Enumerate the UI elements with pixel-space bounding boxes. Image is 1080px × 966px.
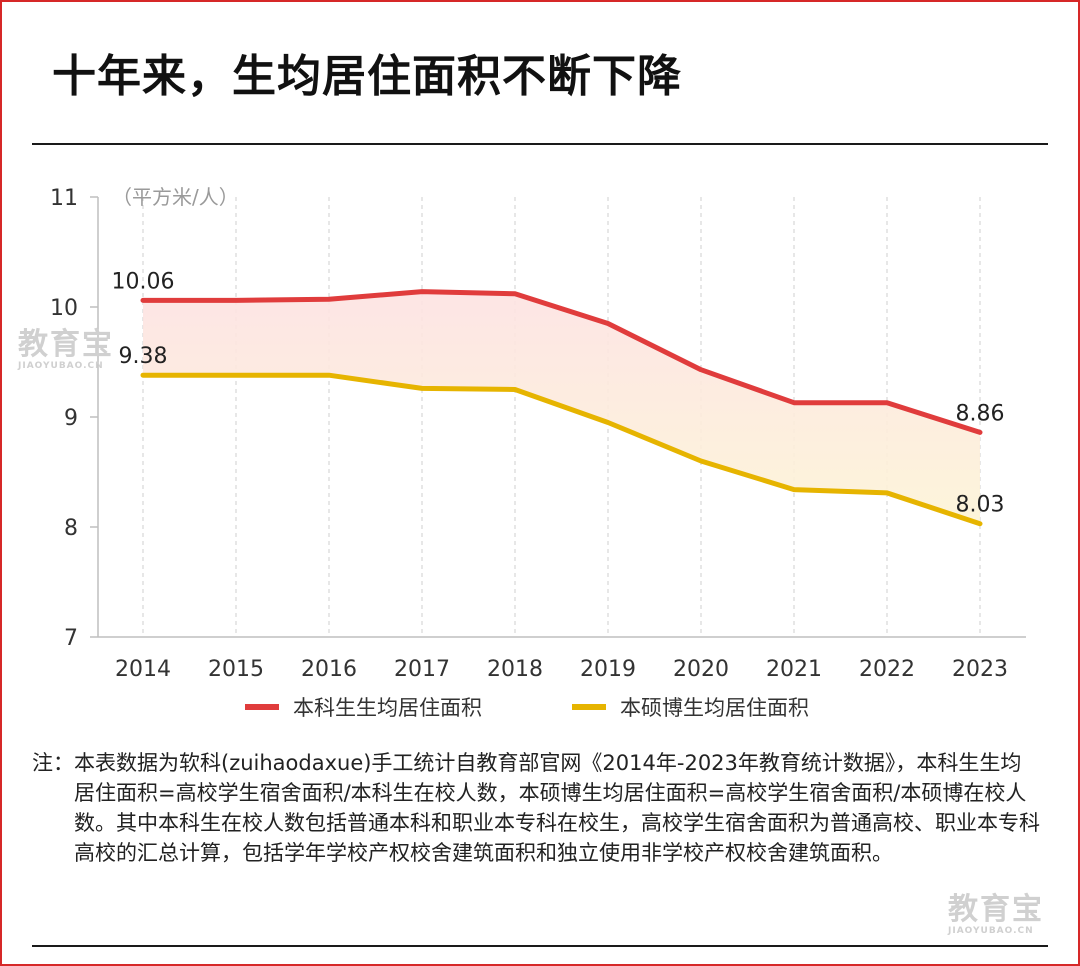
bottom-divider	[32, 945, 1048, 947]
title-divider	[32, 143, 1048, 145]
x-tick-label: 2015	[208, 657, 264, 682]
band-layer	[143, 291, 980, 524]
watermark-subtext: JIAOYUBAO.CN	[18, 361, 104, 371]
axis-layer: 7 8 9 10 11 （平方米/人） 2014 2015 2016 2017 2018 2019 20…	[50, 185, 1026, 682]
note-text: 本表数据为软科(zuihaodaxue)手工统计自教育部官网《2014年-202…	[74, 751, 1040, 865]
data-label: 8.86	[956, 401, 1005, 426]
y-unit-label: （平方米/人）	[112, 185, 239, 209]
watermark-logo-left: 教育宝 JIAOYUBAO.CN	[18, 330, 114, 371]
legend-item-all-students: 本硕博生均居住面积	[572, 692, 809, 722]
y-tick-label: 7	[64, 626, 78, 651]
watermark-text: 教育宝	[18, 327, 114, 362]
y-tick-label: 8	[64, 516, 78, 541]
x-tick-label: 2019	[580, 657, 636, 682]
x-tick-label: 2018	[487, 657, 543, 682]
chart-legend: 本科生生均居住面积 本硕博生均居住面积	[0, 692, 1080, 728]
series-layer	[140, 289, 983, 527]
series-line-1	[140, 372, 983, 527]
y-tick-label: 9	[64, 406, 78, 431]
legend-label-undergrad: 本科生生均居住面积	[293, 696, 482, 720]
series-gap-band	[143, 291, 980, 524]
legend-label-all-students: 本硕博生均居住面积	[620, 696, 809, 720]
x-tick-label: 2014	[115, 657, 171, 682]
data-label: 8.03	[956, 493, 1005, 518]
x-tick-label: 2017	[394, 657, 450, 682]
data-label: 10.06	[112, 269, 175, 294]
data-label: 9.38	[119, 344, 168, 369]
series-line-0	[140, 289, 983, 435]
x-tick-label: 2021	[766, 657, 822, 682]
legend-item-undergrad: 本科生生均居住面积	[245, 692, 482, 722]
legend-swatch-undergrad	[245, 704, 279, 710]
watermark-logo-right: 教育宝 JIAOYUBAO.CN	[948, 895, 1044, 936]
x-tick-label: 2023	[952, 657, 1008, 682]
data-label-layer: 10.06 8.86 9.38 8.03	[112, 269, 1005, 517]
x-tick-label: 2020	[673, 657, 729, 682]
legend-swatch-all-students	[572, 704, 606, 710]
watermark-text: 教育宝	[948, 892, 1044, 927]
y-tick-label: 11	[50, 186, 78, 211]
page-title: 十年来，生均居住面积不断下降	[52, 51, 682, 102]
watermark-subtext: JIAOYUBAO.CN	[948, 926, 1034, 936]
x-tick-label: 2022	[859, 657, 915, 682]
note-label: 注：	[32, 751, 74, 775]
chart-note: 注： 本表数据为软科(zuihaodaxue)手工统计自教育部官网《2014年-…	[32, 748, 1042, 868]
y-tick-label: 10	[50, 296, 78, 321]
line-chart: 7 8 9 10 11 （平方米/人） 2014 2015 2016 2017 2018 2019 20…	[50, 185, 1026, 682]
x-tick-label: 2016	[301, 657, 357, 682]
